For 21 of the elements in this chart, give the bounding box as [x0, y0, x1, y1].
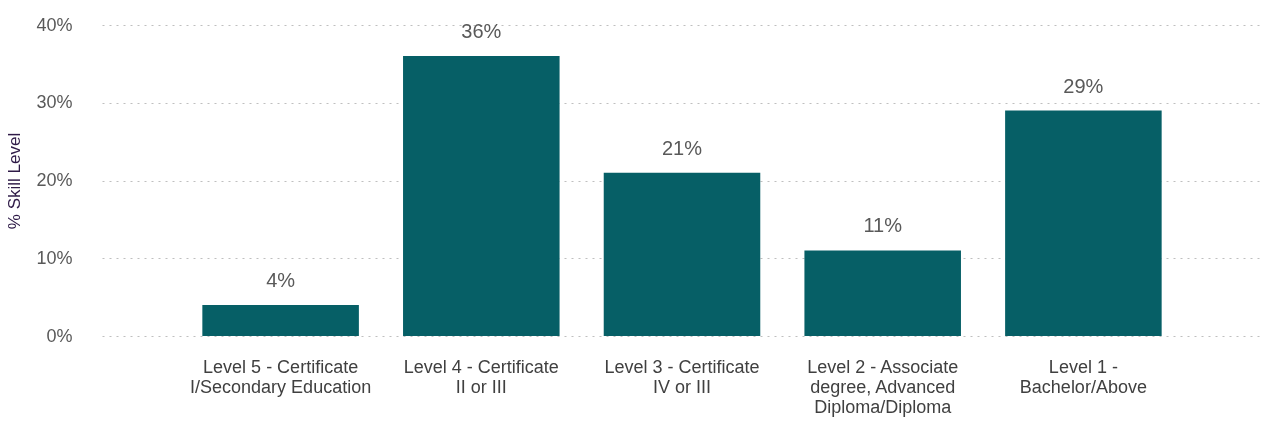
y-axis-title: % Skill Level	[5, 132, 25, 230]
data-label: 11%	[863, 214, 903, 237]
bar	[804, 250, 961, 336]
data-label: 36%	[461, 20, 502, 43]
bar	[1005, 110, 1162, 336]
data-label: 21%	[661, 136, 703, 159]
y-tick-label: 40%	[36, 14, 73, 35]
x-tick-label: Level 1 - Bachelor/Above	[1019, 356, 1147, 397]
bar	[403, 56, 560, 336]
x-tick-label: Level 4 - Certificate II or III	[403, 356, 559, 397]
y-tick-label: 10%	[36, 247, 73, 268]
data-label: 29%	[1063, 74, 1104, 97]
x-tick-label: Level 3 - Certificate IV or III	[604, 356, 760, 397]
y-tick-label: 30%	[36, 92, 73, 113]
data-label: 4%	[266, 268, 296, 291]
y-tick-label: 0%	[46, 325, 73, 346]
bar	[202, 304, 359, 336]
y-tick-label: 20%	[36, 170, 73, 190]
bar	[603, 172, 761, 336]
x-tick-label: Level 2 - Associate degree, Advanced Diploma/Diploma	[807, 356, 959, 417]
x-tick-label: Level 5 - Certificate I/Secondary Education	[190, 356, 372, 397]
